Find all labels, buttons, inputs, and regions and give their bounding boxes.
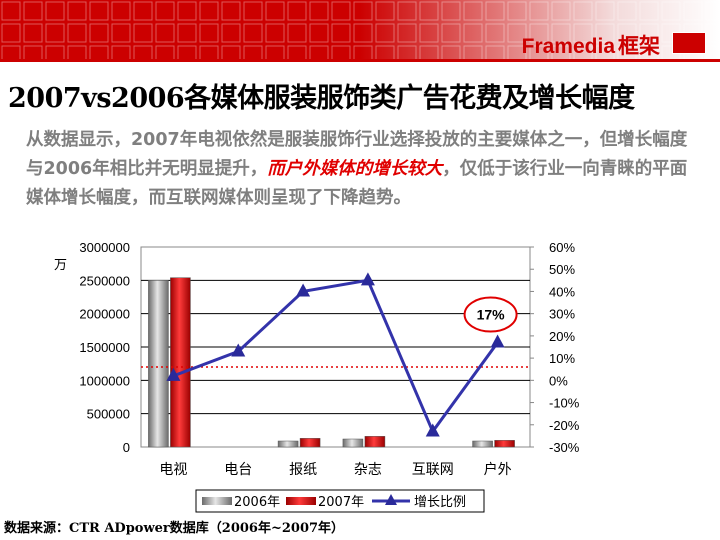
description-highlight: 而户外媒体的增长较大 [267,159,443,179]
y-left-tick-label: 2000000 [79,307,130,322]
growth-line [172,278,499,435]
y-right-tick-label: 0% [549,373,568,388]
y-left-tick-label: 0 [123,440,130,455]
growth-point-marker [360,272,375,286]
legend-label: 增长比例 [414,495,466,510]
brand-name-cn: 框架 [618,35,660,58]
y-left-tick-label: 3000000 [79,240,130,255]
legend-swatch-series-1 [202,497,232,505]
bar-series-1 [342,438,364,448]
bar-series-2 [364,436,386,448]
y-right-tick-label: -30% [549,440,580,455]
y-right-tick-label: 20% [549,329,575,344]
growth-point-marker [166,367,181,381]
y-right-tick-label: 50% [549,262,575,277]
bar-series-1 [277,440,299,448]
x-tick-label: 报纸 [289,462,317,478]
legend-label: 2007年 [318,495,364,510]
bar-series-2 [299,438,321,448]
y-left-tick-label: 500000 [87,407,130,422]
growth-point-marker [425,423,440,437]
growth-point-marker [490,334,505,348]
y-right-tick-label: -10% [549,396,580,411]
y-right-tick-label: 60% [549,240,575,255]
bar-series-1 [148,280,169,448]
header-band: Framedia 框架 [0,0,720,62]
legend-label: 2006年 [234,495,280,510]
page-title: 2007vs2006各媒体服装服饰类广告花费及增长幅度 [8,83,635,114]
x-tick-label: 户外 [484,461,512,478]
combo-chart: 0 500000 1000000 1500000 2000000 2500000 30000… [54,240,580,513]
legend-swatch-series-2 [286,497,316,505]
y-right-tick-label: 10% [549,351,575,366]
bar-series-1 [472,440,493,448]
x-tick-label: 杂志 [354,462,382,478]
y-left-tick-label: 1500000 [79,340,130,355]
x-tick-label: 电台 [224,462,252,478]
legend-box [195,489,485,513]
description-part-a: 从数据显示，2007年电视依然是服装服饰行业选择投放的主要媒体之一，但增长幅度与… [26,130,688,179]
legend-marker [385,494,397,505]
y-left-tick-label: 1000000 [79,373,130,388]
bar-series-2 [494,440,515,448]
y-left-unit-label: 万 [54,258,67,273]
brand-mark-icon [672,32,706,54]
callout-circle [463,296,518,333]
growth-point-marker [231,343,246,357]
y-right-tick-label: 30% [549,307,575,322]
callout-label: 17% [477,307,506,323]
brand-logo: Framedia 框架 [522,30,660,60]
y-left-tick-label: 2500000 [79,273,130,288]
description-part-b: ，仅低于该行业一向青睐的平面媒体增长幅度，而互联网媒体则呈现了下降趋势。 [26,159,688,208]
x-tick-label: 电视 [159,462,187,478]
bar-series-2 [170,277,191,448]
growth-point-marker [296,283,311,297]
brand-name: Framedia [521,35,615,58]
x-tick-label: 互联网 [412,462,454,478]
y-right-tick-label: -20% [549,418,580,433]
header-graphic [0,0,720,62]
y-right-tick-label: 40% [549,284,575,299]
data-source-note: 数据来源：CTR ADpower数据库（2006年~2007年） [4,521,345,536]
description-paragraph: 从数据显示，2007年电视依然是服装服饰行业选择投放的主要媒体之一，但增长幅度与… [26,126,698,213]
